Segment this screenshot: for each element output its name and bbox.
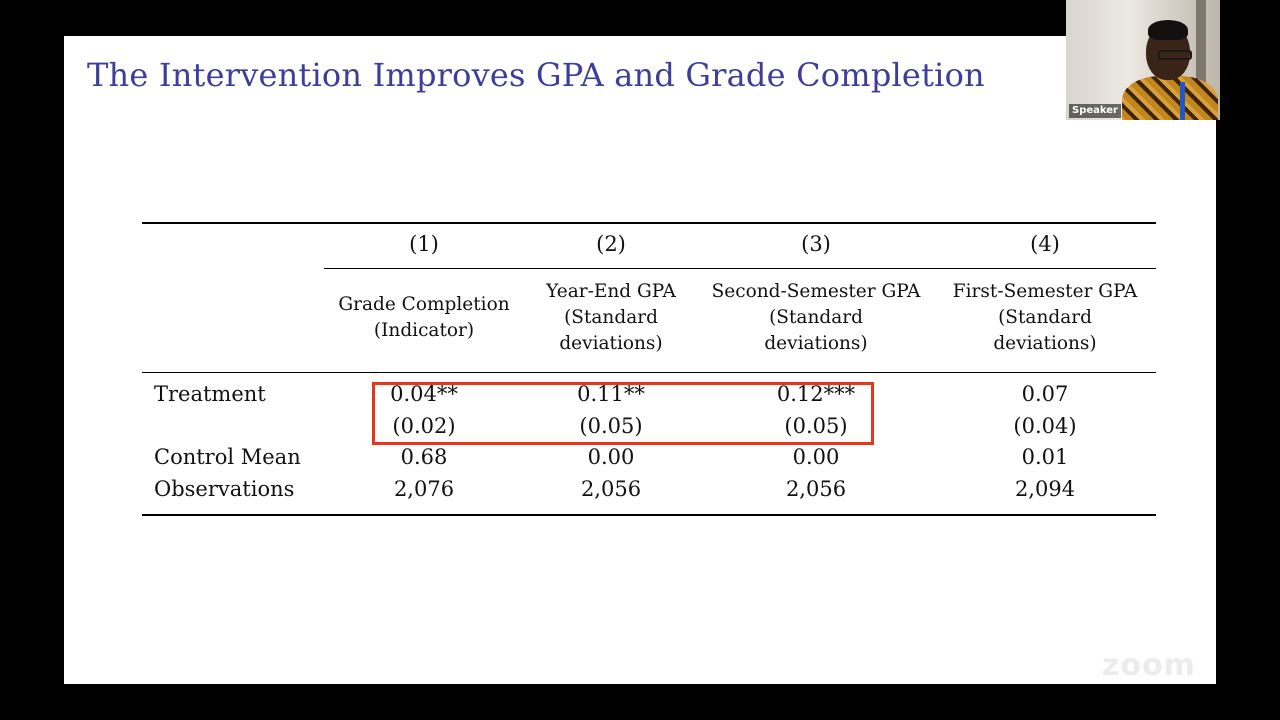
col-2-label: Year-End GPA (Standard deviations) — [546, 279, 676, 357]
col-1-label-line: (Indicator) — [373, 320, 475, 341]
row-label-control-mean: Control Mean — [154, 445, 301, 469]
treatment-coef-2: 0.11** — [577, 382, 645, 406]
col-3-number: (3) — [801, 232, 831, 256]
col-1-label: Grade Completion (Indicator) — [338, 292, 509, 344]
col-4-label-line: deviations) — [993, 333, 1097, 354]
zoom-watermark-icon: zoom — [1102, 648, 1196, 683]
table-bottom-rule — [142, 514, 1156, 516]
col-2-number: (2) — [596, 232, 626, 256]
col-4-label-line: (Standard — [998, 307, 1092, 328]
treatment-se-4: (0.04) — [1013, 414, 1077, 438]
speaker-video-tile[interactable]: Speaker — [1066, 0, 1220, 120]
regression-table: (1) (2) (3) (4) Grade Completion (Indica… — [142, 222, 1156, 516]
control-mean-1: 0.68 — [400, 445, 448, 469]
treatment-coef-1: 0.04** — [390, 382, 458, 406]
table-top-rule — [142, 222, 1156, 224]
control-mean-4: 0.01 — [1021, 445, 1069, 469]
col-1-label-line: Grade Completion — [338, 294, 510, 315]
col-2-label-line: (Standard — [564, 307, 658, 328]
control-mean-2: 0.00 — [587, 445, 635, 469]
treatment-se-2: (0.05) — [579, 414, 643, 438]
treatment-se-1: (0.02) — [392, 414, 456, 438]
col-1-number: (1) — [409, 232, 439, 256]
speaker-glasses — [1158, 50, 1192, 60]
presentation-slide: The Intervention Improves GPA and Grade … — [64, 36, 1216, 684]
col-3-label-line: (Standard — [769, 307, 863, 328]
observations-4: 2,094 — [1014, 477, 1076, 501]
col-4-number: (4) — [1030, 232, 1060, 256]
col-3-label: Second-Semester GPA (Standard deviations… — [712, 279, 921, 357]
treatment-se-3: (0.05) — [784, 414, 848, 438]
speaker-name-label: Speaker — [1069, 104, 1121, 118]
speaker-hair — [1148, 20, 1188, 40]
highlight-box — [372, 382, 874, 445]
col-4-label: First-Semester GPA (Standard deviations) — [953, 279, 1137, 357]
control-mean-3: 0.00 — [792, 445, 840, 469]
col-2-label-line: Year-End GPA — [546, 281, 676, 302]
observations-1: 2,076 — [393, 477, 455, 501]
observations-3: 2,056 — [785, 477, 847, 501]
col-3-label-line: deviations) — [764, 333, 868, 354]
slide-title: The Intervention Improves GPA and Grade … — [87, 56, 985, 94]
speaker-shirt — [1122, 76, 1218, 120]
observations-2: 2,056 — [580, 477, 642, 501]
treatment-coef-4: 0.07 — [1021, 382, 1069, 406]
table-cmid-rule — [324, 268, 1156, 269]
row-label-treatment: Treatment — [154, 382, 266, 406]
speaker-lanyard — [1180, 82, 1185, 120]
treatment-coef-3: 0.12*** — [776, 382, 856, 406]
video-background-pillar — [1196, 0, 1206, 120]
col-2-label-line: deviations) — [559, 333, 663, 354]
col-4-label-line: First-Semester GPA — [952, 281, 1138, 302]
col-3-label-line: Second-Semester GPA — [711, 281, 921, 302]
row-label-observations: Observations — [154, 477, 295, 501]
table-header-rule — [142, 372, 1156, 373]
